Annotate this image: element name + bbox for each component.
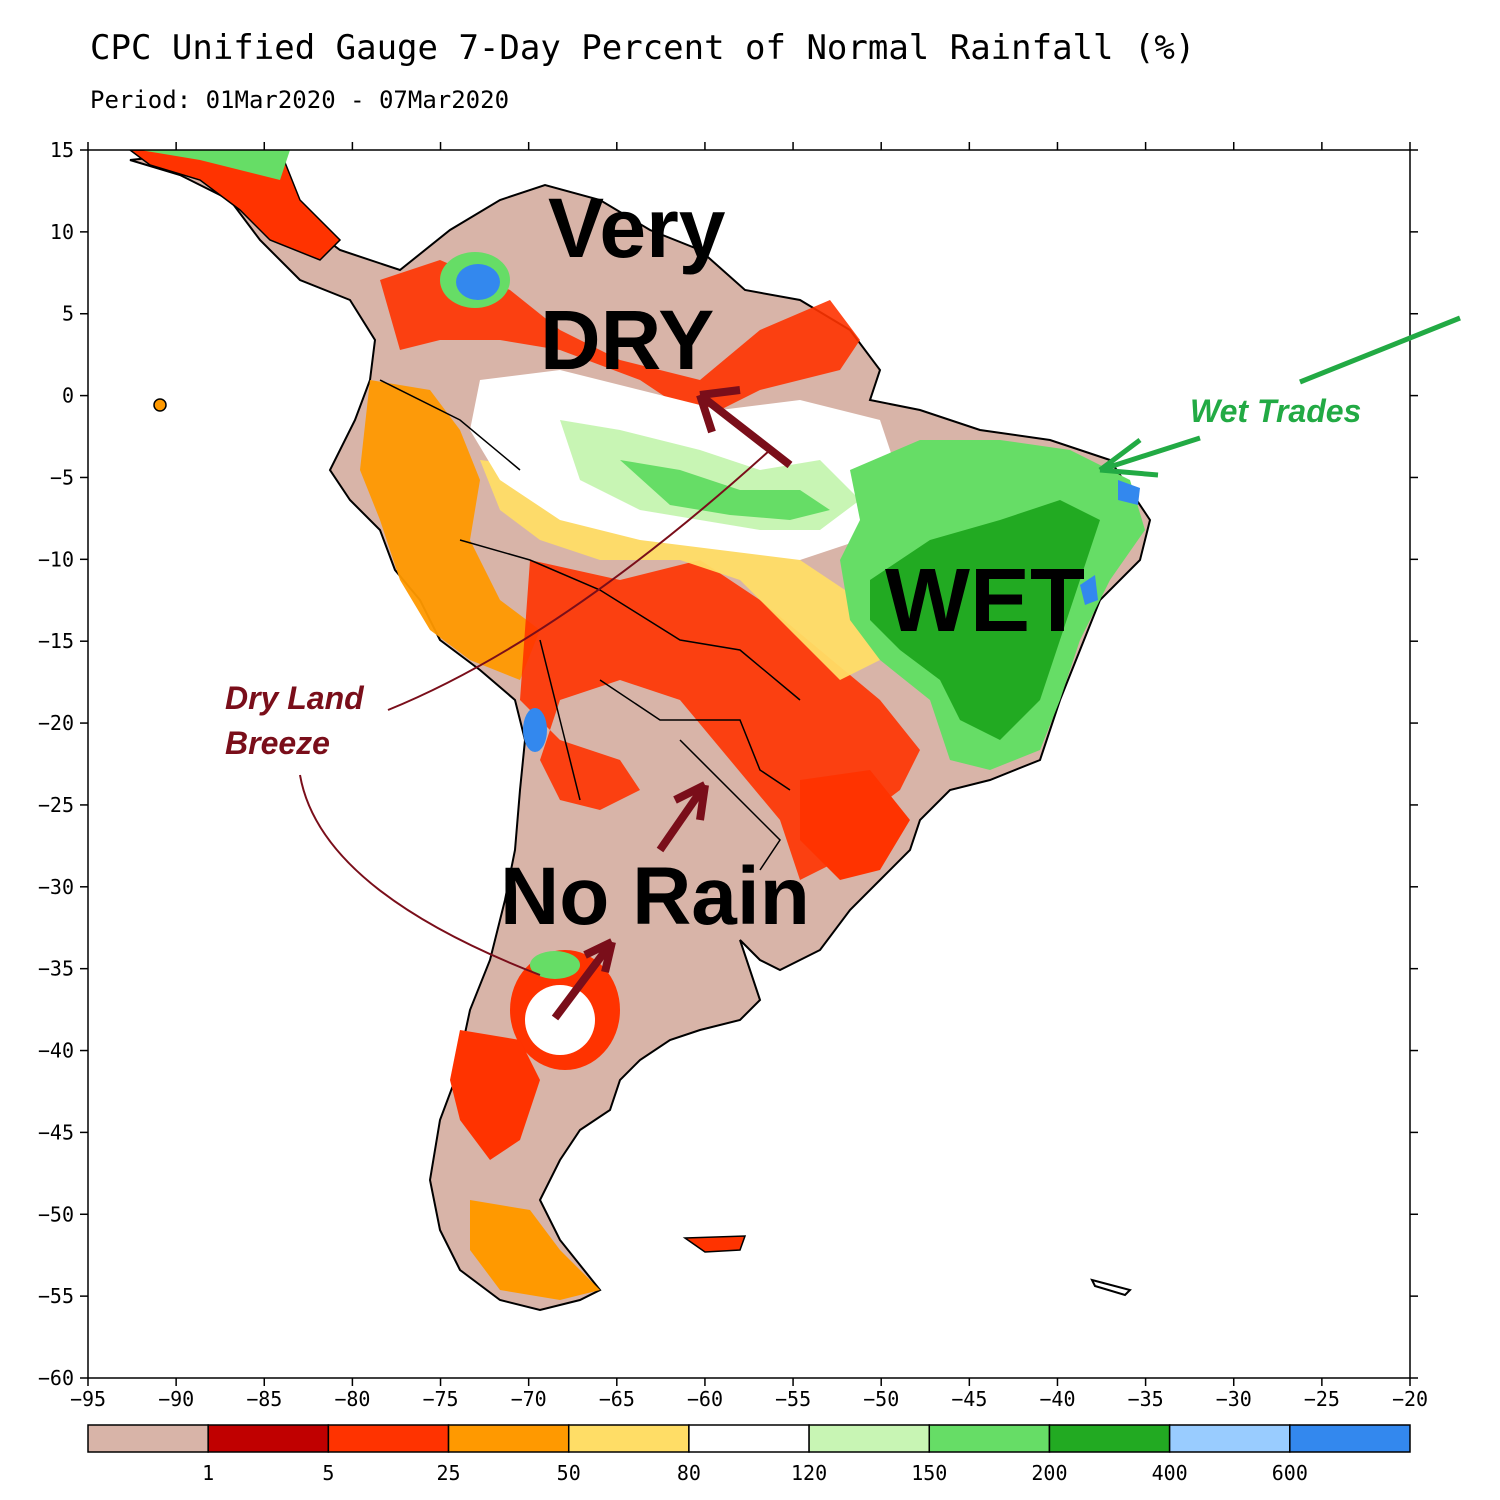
legend-boundary-label: 50	[557, 1461, 581, 1485]
lat-tick-label: 10	[50, 220, 74, 244]
lat-tick-label: −35	[38, 957, 74, 981]
plot-frame	[87, 149, 1411, 1379]
dry-band-north	[380, 260, 860, 420]
dry-land-breeze-label-1: Dry Land	[225, 680, 364, 716]
patagonia-dry-patch	[450, 1030, 540, 1160]
legend-swatch	[928, 1424, 1051, 1453]
lat-tick-label: −25	[38, 793, 74, 817]
argentina-green-spot	[530, 951, 580, 979]
legend-labels: 1 5 25 50 80 120 150 200 400 600	[202, 1461, 1308, 1485]
legend-boundary-label: 25	[436, 1461, 460, 1485]
lat-tick-label: −15	[38, 629, 74, 653]
argentina-arrow	[551, 939, 616, 1021]
dry-label: DRY	[540, 293, 715, 387]
lat-tick-label: −40	[38, 1039, 74, 1063]
country-borders	[379, 379, 801, 871]
lat-tick-label: 15	[50, 138, 74, 162]
map-title: CPC Unified Gauge 7-Day Percent of Norma…	[90, 28, 1196, 68]
lon-tick-label: −70	[511, 1387, 547, 1411]
lon-tick-label: −50	[863, 1387, 899, 1411]
south-brazil-dry	[800, 770, 910, 880]
very-dry-arrowhead	[696, 386, 741, 434]
lat-tick-label: −50	[38, 1202, 74, 1226]
lat-tick-label: 0	[62, 384, 74, 408]
lat-tick-label: −55	[38, 1284, 74, 1308]
wet-region-blue-2	[1080, 575, 1098, 605]
central-america-green	[140, 150, 290, 180]
lon-tick-label: −95	[70, 1387, 106, 1411]
map-subtitle: Period: 01Mar2020 - 07Mar2020	[90, 86, 510, 114]
legend-swatch	[207, 1424, 330, 1453]
longitude-axis: −95 −90 −85 −80 −75 −70 −65 −60 −55 −50 −45 −40 −35 −…	[70, 142, 1428, 1411]
lat-tick-label: −5	[50, 465, 74, 489]
legend-swatch	[688, 1424, 810, 1453]
legend-swatch	[447, 1424, 570, 1453]
lat-tick-label: −30	[38, 875, 74, 899]
legend-boundary-label: 200	[1031, 1461, 1067, 1485]
legend-boundary-label: 600	[1272, 1461, 1308, 1485]
dry-land-breeze-line-1	[387, 449, 771, 711]
wet-trades-arrow	[1299, 315, 1461, 385]
annotation-arrows	[299, 315, 1461, 1021]
legend-swatch	[567, 1424, 690, 1453]
latitude-axis: 15 10 5 0 −5 −10 −15 −20 −25 −30 −35 −40 −45 −50 −55 −6…	[38, 138, 1418, 1390]
wet-label: WET	[885, 551, 1085, 651]
legend-boundary-label: 150	[911, 1461, 947, 1485]
argentina-white-patch	[525, 985, 595, 1055]
no-rain-label: No Rain	[500, 851, 810, 942]
legend-swatch	[87, 1424, 209, 1453]
no-rain-arrow	[656, 782, 709, 853]
legend-colorbar	[87, 1424, 1411, 1453]
dry-land-breeze-line-2	[299, 774, 541, 976]
patagonia-orange-patch	[470, 1200, 600, 1300]
lat-tick-label: −10	[38, 547, 74, 571]
argentina-arrowhead	[583, 938, 616, 973]
lon-tick-label: −20	[1392, 1387, 1428, 1411]
central-america	[128, 150, 342, 261]
dry-land-breeze-label-2: Breeze	[225, 725, 330, 761]
lon-tick-label: −75	[422, 1387, 458, 1411]
legend-swatch	[808, 1424, 931, 1453]
lat-tick-label: −20	[38, 711, 74, 735]
wet-region-blue	[1118, 480, 1140, 505]
chile-blue-spot	[523, 708, 547, 752]
venezuela-blue-spot	[456, 264, 500, 300]
lat-tick-label: 5	[62, 302, 74, 326]
lon-tick-label: −85	[246, 1387, 282, 1411]
legend-boundary-label: 80	[677, 1461, 701, 1485]
lon-tick-label: −55	[775, 1387, 811, 1411]
falkland-islands	[682, 1235, 747, 1253]
lon-tick-label: −90	[158, 1387, 194, 1411]
lat-tick-label: −60	[38, 1366, 74, 1390]
lon-tick-label: −45	[951, 1387, 987, 1411]
lon-tick-label: −80	[334, 1387, 370, 1411]
wet-trades-arrow-2	[1099, 435, 1201, 473]
very-label: Very	[548, 181, 726, 275]
legend-boundary-label: 400	[1152, 1461, 1188, 1485]
legend-boundary-label: 1	[202, 1461, 214, 1485]
wet-trades-label: Wet Trades	[1190, 393, 1362, 429]
legend-swatch	[327, 1424, 450, 1453]
legend-swatch	[1289, 1424, 1411, 1453]
lon-tick-label: −35	[1128, 1387, 1164, 1411]
south-georgia-island	[1090, 1278, 1132, 1297]
wet-region-dark	[870, 500, 1100, 740]
lon-tick-label: −65	[599, 1387, 635, 1411]
lon-tick-label: −25	[1304, 1387, 1340, 1411]
legend-swatch	[1048, 1424, 1171, 1453]
legend-boundary-label: 5	[322, 1461, 334, 1485]
orange-band-west	[360, 380, 540, 680]
lon-tick-label: −40	[1039, 1387, 1075, 1411]
legend-boundary-label: 120	[791, 1461, 827, 1485]
lat-tick-label: −45	[38, 1120, 74, 1144]
no-rain-arrowhead	[673, 781, 709, 821]
lon-tick-label: −60	[687, 1387, 723, 1411]
legend-swatch	[1168, 1424, 1291, 1453]
lon-tick-label: −30	[1216, 1387, 1252, 1411]
galapagos-island	[153, 398, 167, 412]
wet-trades-arrowhead	[1098, 438, 1159, 478]
very-dry-arrow	[697, 391, 793, 469]
